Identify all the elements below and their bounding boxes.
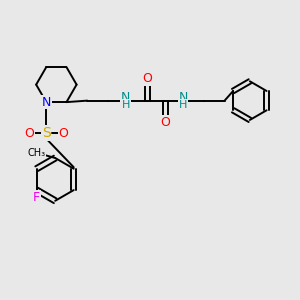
Text: S: S bbox=[42, 126, 51, 140]
Text: N: N bbox=[42, 96, 51, 109]
Text: O: O bbox=[142, 72, 152, 86]
Text: N: N bbox=[178, 91, 188, 103]
Text: F: F bbox=[33, 191, 40, 204]
Text: O: O bbox=[160, 116, 170, 129]
Text: O: O bbox=[58, 127, 68, 140]
Text: H: H bbox=[179, 100, 187, 110]
Text: H: H bbox=[122, 100, 130, 110]
Text: N: N bbox=[121, 91, 130, 103]
Text: CH₃: CH₃ bbox=[28, 148, 46, 158]
Text: O: O bbox=[24, 127, 34, 140]
